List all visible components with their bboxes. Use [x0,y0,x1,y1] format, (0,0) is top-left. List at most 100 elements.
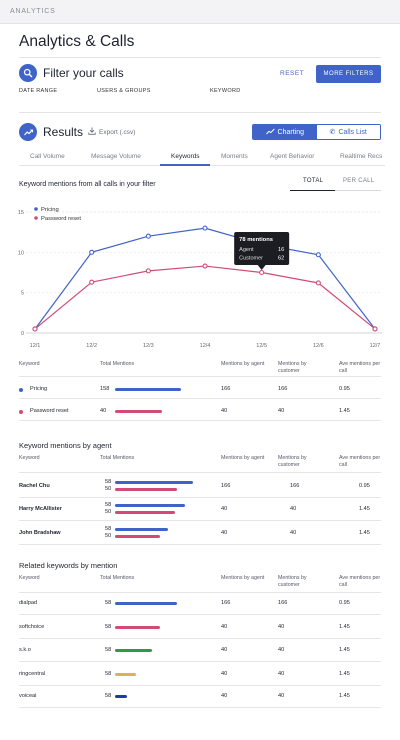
agent-mentions-value: 166 [221,386,231,392]
related-keyword[interactable]: ringcentral [19,671,46,677]
x-tick-label: 12/1 [30,343,41,349]
tab-message-volume[interactable]: Message Volume [91,153,141,160]
trend-icon [19,123,37,141]
agent-mentions-value: 40 [221,671,228,677]
agent-total-value: 58 [105,526,112,532]
agent-mentions-bar [115,535,160,538]
more-filters-button[interactable]: MORE FILTERS [316,65,381,83]
agent-name[interactable]: John Bradshaw [19,530,61,536]
keyword-header: Keyword [19,361,40,367]
customer-mentions-header: Mentions by customer [278,361,307,374]
agent-mentions-bar [115,504,185,507]
tab-keywords[interactable]: Keywords [171,153,200,160]
chart-title: Keyword mentions from all calls in your … [19,181,156,188]
agent-total-value: 50 [105,533,112,539]
total-toggle[interactable]: TOTAL [303,178,324,184]
tab-moments[interactable]: Moments [221,153,248,160]
tab-call-volume[interactable]: Call Volume [30,153,65,160]
divider [19,57,381,58]
tab-realtime-recs[interactable]: Realtime Recs [340,153,383,160]
divider [19,472,381,473]
divider [19,685,381,686]
x-tick-label: 12/5 [256,343,267,349]
divider [19,520,381,521]
y-tick-label: 15 [18,210,24,216]
divider [19,112,381,113]
legend-marker [34,216,38,220]
agent-name[interactable]: Rachel Chu [19,483,50,489]
x-tick-label: 12/7 [370,343,381,349]
data-point [32,326,38,332]
divider [19,707,381,708]
ave-mentions-value: 1.45 [359,530,370,536]
download-icon [88,127,96,137]
results-title: Results [43,125,84,139]
data-point [89,249,95,255]
agent-mentions-value: 40 [221,530,228,536]
ave-mentions-header: Ave mentions per call [339,361,381,374]
agent-total-value: 50 [105,486,112,492]
related-keyword[interactable]: dialpad [19,600,38,606]
data-point [145,233,151,239]
tooltip-box [234,232,290,265]
agent-mentions-bar [115,481,193,484]
ave-mentions-value: 1.45 [339,671,350,677]
customer-mentions-value: 166 [278,600,288,606]
y-tick-label: 10 [18,250,24,256]
reset-button[interactable]: RESET [280,70,305,77]
x-tick-label: 12/3 [143,343,154,349]
total-mentions-value: 40 [100,408,107,414]
mentions-bar [115,388,181,391]
x-tick-label: 12/4 [200,343,211,349]
agent-mentions-value: 40 [221,408,228,414]
total-mentions-header: Total Mentions [100,361,135,367]
tab-agent-behavior[interactable]: Agent Behavior [270,153,315,160]
divider [19,376,381,377]
users-groups-filter[interactable]: USERS & GROUPS [97,88,151,94]
agent-mentions-value: 40 [221,647,228,653]
mentions-bar [115,410,162,413]
phone-icon: ✆ [329,129,336,136]
total-mentions-header: Total Mentions [100,575,135,581]
divider [19,544,381,545]
agent-total-value: 58 [105,502,112,508]
ave-mentions-value: 0.95 [359,483,370,489]
keyword-name[interactable]: Pricing [30,386,48,392]
agent-total-value: 58 [105,479,112,485]
keyword-filter[interactable]: KEYWORD [210,88,241,94]
legend-label: Pricing [41,207,59,213]
keyword-name[interactable]: Password reset [30,408,69,414]
tooltip-value: 62 [278,256,284,262]
search-icon [19,64,37,82]
date-range-filter[interactable]: DATE RANGE [19,88,58,94]
top-bar: ANALYTICS [0,0,400,24]
divider [19,420,381,421]
related-keyword[interactable]: s.k.o [19,647,31,653]
ave-mentions-value: 0.95 [339,600,350,606]
related-total-value: 58 [105,624,112,630]
keyword-line-chart: 0 5 10 15 12/1 12/2 12/3 12/4 12/5 12/6 12/7 Pricin… [18,207,382,349]
export-button[interactable]: Export (.csv) [88,127,135,137]
data-point [89,279,95,285]
agent-name[interactable]: Harry McAllister [19,506,62,512]
related-total-value: 58 [105,671,112,677]
top-label: ANALYTICS [10,8,56,15]
agent-mentions-header: Mentions by agent [221,455,265,461]
ave-mentions-value: 0.95 [339,386,350,392]
agent-mentions-bar [115,511,175,514]
related-section-title: Related keywords by mention [19,561,118,570]
customer-mentions-value: 166 [278,386,288,392]
agent-mentions-value: 40 [221,506,228,512]
related-keyword[interactable]: voiceai [19,693,37,699]
data-point [315,280,321,286]
per-call-underline [335,190,381,191]
agent-mentions-value: 166 [221,600,231,606]
legend-marker [34,207,38,211]
agent-mentions-header: Mentions by agent [221,575,265,581]
charting-toggle[interactable]: Charting [253,125,317,139]
calls-list-toggle[interactable]: ✆ Calls List [316,125,380,139]
ave-mentions-header: Ave mentions per call [339,575,381,588]
series-line-pricing [34,227,376,330]
related-keyword[interactable]: softchoice [19,624,45,630]
per-call-toggle[interactable]: PER CALL [343,178,375,184]
